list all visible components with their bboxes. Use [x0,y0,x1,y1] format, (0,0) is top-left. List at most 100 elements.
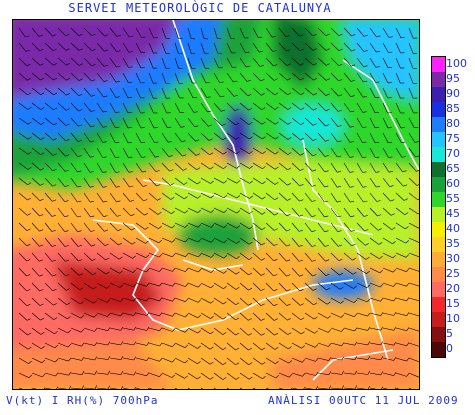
wind-barb [213,372,223,380]
wind-barb [174,192,185,200]
wind-barb [213,222,225,228]
wind-barb [252,102,262,110]
legend-label: 0 [446,342,453,355]
wind-barb-flag [117,228,122,232]
wind-barb [135,207,145,216]
wind-barb [200,162,211,170]
legend-label: 25 [446,267,460,280]
wind-barb-flag [210,315,214,319]
wind-barb [83,117,91,127]
wind-barb [317,312,328,319]
wind-barb [122,27,130,38]
wind-barb [395,357,407,362]
wind-barb [369,297,381,302]
wind-barb [187,192,198,199]
wind-barb-flag [303,386,306,389]
wind-barb-flag [65,169,69,172]
wind-barb [252,177,263,185]
wind-barb-flag [197,330,201,334]
wind-barb [395,297,407,302]
wind-barb [278,132,289,140]
wind-barb [265,57,274,67]
wind-barb-flag [197,238,202,243]
wind-barb-flag [350,79,355,82]
wind-barb-flag [28,360,32,364]
wind-barb-flag [53,317,58,320]
wind-barb-flag [314,330,318,334]
wind-barb-flag [106,285,110,289]
wind-barb-flag [115,156,120,158]
wind-barb [369,147,376,158]
wind-barb-flag [146,357,150,361]
wind-barb-flag [234,94,238,97]
wind-barb-flag [172,268,176,272]
wind-barb [200,312,211,319]
wind-barb [83,237,92,247]
wind-barb [122,147,129,158]
wind-barb-flag [392,268,397,273]
wind-barb [291,132,301,141]
wind-barb [226,132,237,140]
legend-swatch [432,312,445,327]
wind-barb-flag [286,229,291,232]
wind-barb [57,42,67,51]
wind-barb [408,222,419,229]
wind-barb-flag [351,49,356,52]
wind-barb [31,327,42,335]
wind-barb-flag [300,107,305,111]
wind-barb-flag [314,344,319,348]
wind-barb [408,192,418,201]
wind-barb [148,387,153,389]
wind-barb [369,207,378,217]
wind-barb-flag [102,186,107,188]
wind-barb-flag [312,274,317,277]
wind-barb [265,312,275,321]
legend-swatch [432,282,445,297]
wind-barb [174,42,179,54]
wind-barb-flag [301,345,305,349]
wind-barb [148,27,154,39]
wind-barb [330,237,339,247]
wind-barb [135,282,147,287]
wind-barb [31,222,40,232]
wind-barb-flag [185,313,189,318]
wind-barb-flag [248,362,253,365]
wind-barb [382,312,394,316]
wind-barb-flag [247,93,252,97]
wind-barb [343,57,352,67]
wind-barb [122,312,134,316]
wind-barb-flag [324,230,329,233]
wind-barb [83,342,95,346]
wind-barb-flag [195,139,200,142]
wind-barb [291,222,300,232]
wind-barb [265,72,275,81]
wind-barb [278,282,287,292]
wind-barb-flag [299,214,304,217]
wind-barb-flag [106,299,111,303]
wind-barb [239,237,250,245]
wind-barb-flag [43,387,46,389]
wind-barb [252,27,259,38]
wind-barb [395,312,407,316]
wind-barb [317,132,326,142]
legend-swatch [432,297,445,312]
wind-barb [252,207,263,215]
wind-barb-flag [362,171,367,173]
wind-barb [83,267,93,276]
wind-barb-flag [375,142,380,144]
wind-barb [70,147,78,157]
wind-barb-flag [90,230,95,232]
wind-barb-flag [40,317,45,321]
wind-barb-flag [169,169,174,172]
wind-barb [395,27,402,38]
wind-barb-flag [116,50,121,52]
wind-barb [148,42,154,54]
wind-barb [226,192,237,199]
wind-barb [356,72,364,83]
wind-barb [239,297,249,306]
wind-barb [304,207,312,217]
wind-barb-flag [324,200,329,203]
legend-label: 40 [446,222,460,235]
wind-barb [239,222,250,230]
wind-barb [31,72,41,81]
